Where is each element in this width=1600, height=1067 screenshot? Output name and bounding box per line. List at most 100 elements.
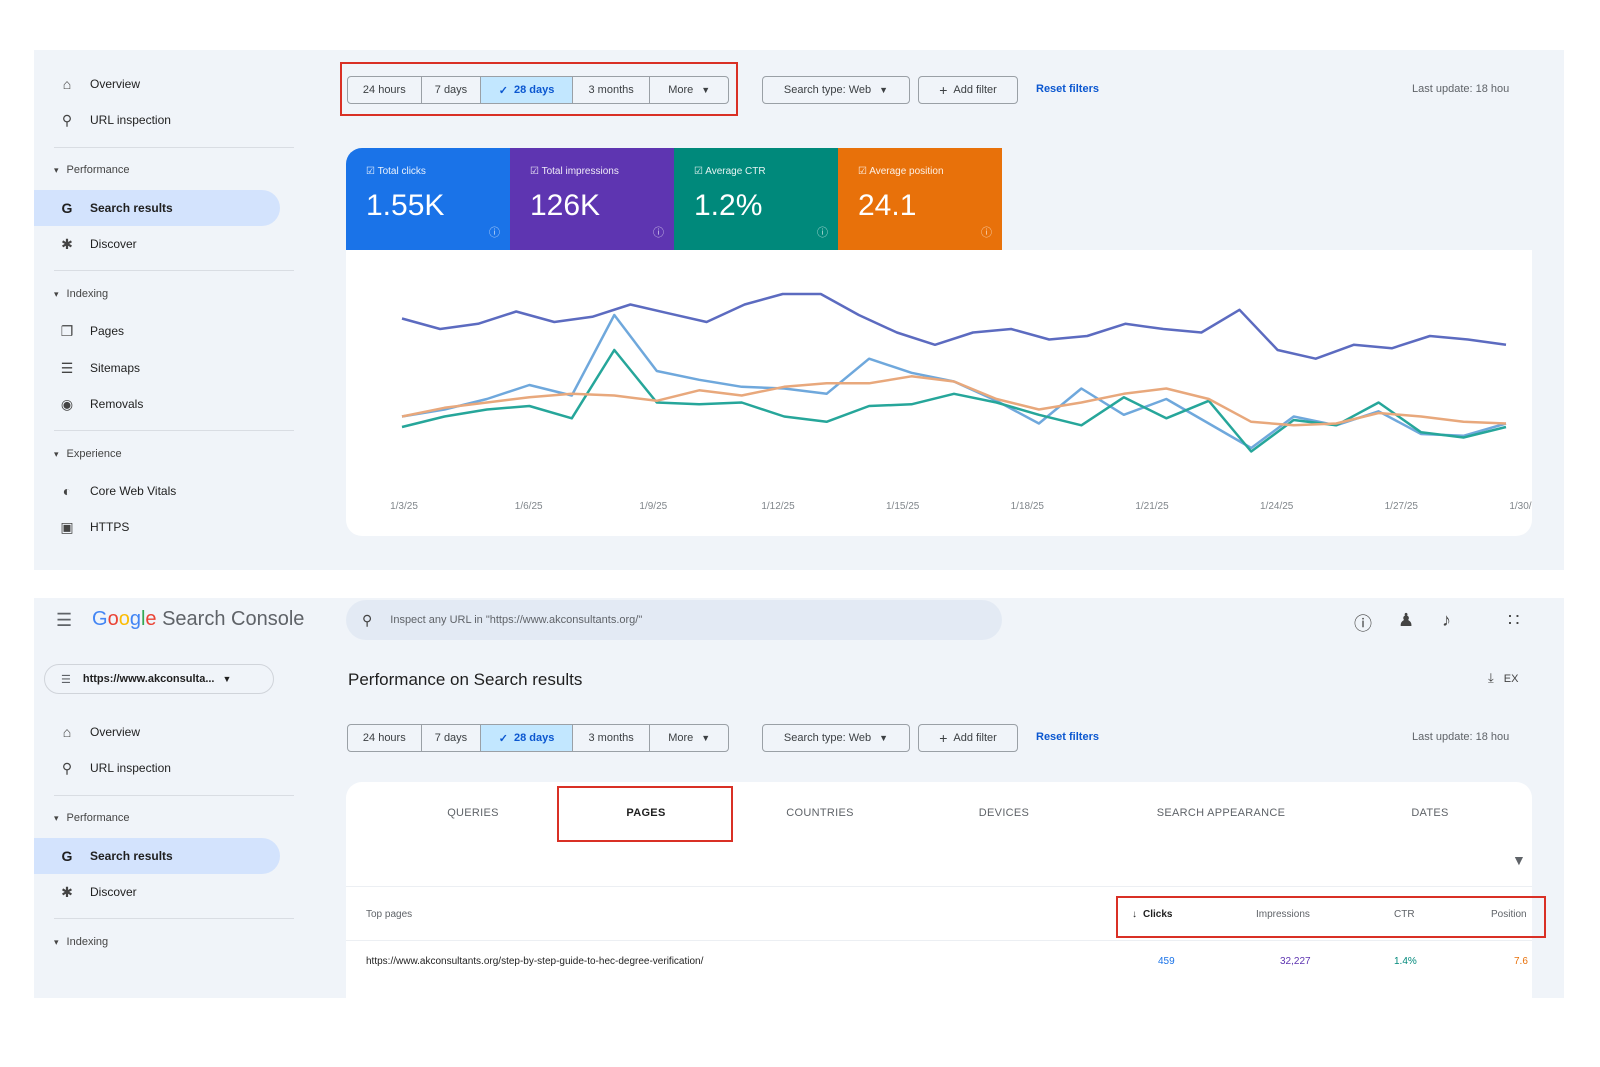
sidebar-item-removals[interactable]: ◉ Removals [34,386,284,422]
sidebar-item-sitemaps[interactable]: ☰ Sitemaps [34,350,284,386]
apps-grid-icon[interactable]: ∷ [1508,610,1520,630]
tab-pages[interactable]: PAGES [626,807,666,819]
asterisk-icon: ✱ [61,235,73,252]
sidebar-item-search-results[interactable]: G Search results [34,838,280,874]
average-ctr-value: 1.2% [694,189,763,222]
page-title: Performance on Search results [348,670,583,689]
divider [54,147,294,148]
filter-icon[interactable]: ▼ [1512,852,1526,868]
date-option-7-days[interactable]: 7 days [422,725,482,751]
tab-dates[interactable]: DATES [1411,807,1449,819]
property-selector[interactable]: ☰ https://www.akconsulta... ▼ [44,664,274,694]
metric-card-total-clicks[interactable]: ☑ Total clicks 1.55K ⓘ [346,148,510,250]
sidebar-item-discover[interactable]: ✱ Discover [34,226,284,262]
caret-down-icon: ▾ [54,936,59,947]
sitemap-icon: ☰ [60,359,74,376]
url-inspect-search-bar[interactable]: ⚲ Inspect any URL in "https://www.akcons… [346,600,1002,640]
series-line-average-ctr [401,348,1507,453]
total-clicks-value: 1.55K [366,189,445,222]
hamburger-menu-icon[interactable]: ☰ [56,610,73,630]
tab-search-appearance[interactable]: SEARCH APPEARANCE [1156,807,1286,819]
date-option-28-days[interactable]: ✓ 28 days [481,725,573,751]
hidden-eye-icon: ◉ [60,395,74,412]
help-icon[interactable]: ⓘ [817,227,828,239]
metric-card-average-position[interactable]: ☑ Average position 24.1 ⓘ [838,148,1002,250]
checkbox-checked-icon: ☑ [858,166,867,177]
date-option-more[interactable]: More ▼ [668,84,711,96]
help-icon[interactable]: ⓘ [981,227,992,239]
row-page-url[interactable]: https://www.akconsultants.org/step-by-st… [366,956,704,967]
sidebar-item-discover[interactable]: ✱ Discover [34,874,284,910]
section-indexing[interactable]: ▾ Indexing [54,288,109,300]
sidebar-item-overview[interactable]: ⌂ Overview [34,66,284,102]
add-filter-button[interactable]: + Add filter [918,724,1018,752]
caret-down-icon: ▾ [54,288,59,299]
sidebar-item-overview[interactable]: ⌂ Overview [34,714,284,750]
help-icon[interactable]: ⓘ [653,227,664,239]
section-experience[interactable]: ▾ Experience [54,448,122,460]
search-input[interactable]: Inspect any URL in "https://www.akconsul… [390,614,643,626]
bell-icon[interactable]: ♪ [1442,610,1451,630]
sidebar-item-pages[interactable]: ❐ Pages [34,313,284,349]
add-filter-button[interactable]: + Add filter [918,76,1018,104]
date-option-more[interactable]: More ▼ [668,732,711,744]
users-icon[interactable]: ♟ [1398,610,1415,630]
search-type-dropdown[interactable]: Search type: Web ▼ [762,724,910,752]
checkbox-checked-icon: ☑ [530,166,539,177]
product-logo[interactable]: Google Search Console [92,608,304,631]
performance-chart: 1/3/25 1/6/25 1/9/25 1/12/25 1/15/25 1/18/25 1… [346,250,1543,536]
date-option-28-days[interactable]: ✓ 28 days [481,77,573,103]
search-icon: ⚲ [61,759,73,776]
plus-icon: + [939,82,948,98]
check-icon: ✓ [498,732,508,745]
date-range-selector: 24 hours 7 days ✓ 28 days 3 months More ▼ [347,724,729,752]
top-pages-table: ▼ Top pages ↓ Clicks Impressions CTR Posi… [346,844,1532,998]
chart-svg: 1/3/25 1/6/25 1/9/25 1/12/25 1/15/25 1/18/25 1… [390,292,1543,512]
lock-icon: ▣ [60,518,74,535]
search-icon: ⚲ [362,611,373,628]
sidebar-item-core-web-vitals[interactable]: ◐ Core Web Vitals [34,473,284,509]
sidebar-item-https[interactable]: ▣ HTTPS [34,509,284,545]
date-option-7-days[interactable]: 7 days [422,77,482,103]
dropdown-arrow-icon: ▼ [701,85,711,95]
section-indexing[interactable]: ▾ Indexing [54,936,109,948]
column-clicks[interactable]: ↓ Clicks [1132,909,1173,920]
metric-card-total-impressions[interactable]: ☑ Total impressions 126K ⓘ [510,148,674,250]
x-tick-label: 1/21/25 [1135,501,1169,512]
column-impressions[interactable]: Impressions [1256,909,1310,920]
date-option-3-months[interactable]: 3 months [573,725,651,751]
export-button[interactable]: ⤓ EX [1488,670,1519,685]
metric-card-average-ctr[interactable]: ☑ Average CTR 1.2% ⓘ [674,148,838,250]
date-option-24-hours[interactable]: 24 hours [348,725,422,751]
x-tick-label: 1/18/25 [1011,501,1045,512]
dropdown-arrow-icon: ▼ [701,733,711,743]
date-option-3-months[interactable]: 3 months [573,77,651,103]
tab-devices[interactable]: DEVICES [978,807,1030,819]
last-update-text: Last update: 18 hou [1412,83,1510,95]
search-type-dropdown[interactable]: Search type: Web ▼ [762,76,910,104]
x-tick-label: 1/9/25 [639,501,667,512]
gauge-icon: ◐ [62,483,72,499]
checkbox-checked-icon: ☑ [694,166,703,177]
help-icon[interactable]: ⓘ [1354,614,1372,634]
help-icon[interactable]: ⓘ [489,227,500,239]
caret-down-icon: ▾ [54,812,59,823]
section-performance[interactable]: ▾ Performance [54,812,130,824]
sidebar-item-url-inspection[interactable]: ⚲ URL inspection [34,750,284,786]
reset-filters-link[interactable]: Reset filters [1036,731,1099,743]
column-ctr[interactable]: CTR [1394,909,1415,920]
divider [54,918,294,919]
sidebar-item-search-results[interactable]: G Search results [34,190,280,226]
sidebar-item-url-inspection[interactable]: ⚲ URL inspection [34,102,284,138]
caret-down-icon: ▾ [54,164,59,175]
product-name: Search Console [162,608,305,630]
series-line-total-impressions [401,292,1507,360]
section-performance[interactable]: ▾ Performance [54,164,130,176]
download-icon: ⤓ [1488,670,1494,685]
tab-countries[interactable]: COUNTRIES [786,807,854,819]
reset-filters-link[interactable]: Reset filters [1036,83,1099,95]
tab-queries[interactable]: QUERIES [447,807,499,819]
date-option-24-hours[interactable]: 24 hours [348,77,422,103]
column-position[interactable]: Position [1491,909,1527,920]
dropdown-arrow-icon: ▼ [879,733,889,743]
